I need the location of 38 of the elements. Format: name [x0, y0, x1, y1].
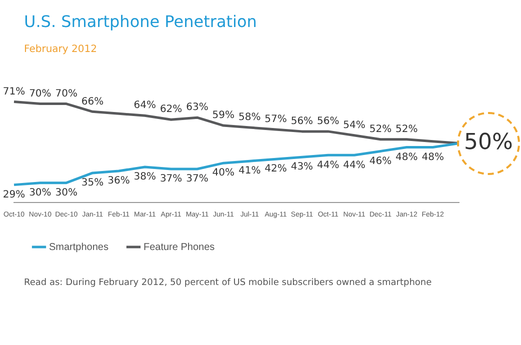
data-label: 37%: [160, 174, 182, 185]
data-label: 35%: [81, 178, 104, 189]
data-label: 44%: [317, 160, 340, 171]
data-label: 56%: [317, 116, 340, 128]
data-label: 42%: [264, 164, 287, 175]
data-label: 37%: [186, 174, 208, 185]
data-label: 38%: [134, 172, 156, 183]
data-label: 48%: [422, 152, 444, 163]
data-label: 70%: [55, 88, 78, 100]
annotation: 50%: [464, 130, 513, 156]
legend-label: Smartphones: [49, 242, 108, 253]
data-label: 29%: [2, 189, 26, 200]
data-label: 58%: [238, 112, 261, 124]
data-label: 64%: [134, 100, 156, 112]
chart-title: U.S. Smartphone Penetration: [24, 12, 257, 31]
data-label: 44%: [343, 160, 366, 171]
data-label: 57%: [264, 114, 287, 126]
data-label: 30%: [55, 187, 78, 198]
data-label: 62%: [160, 104, 182, 116]
data-label: 43%: [290, 162, 314, 173]
data-label: 52%: [369, 124, 392, 135]
data-label: 71%: [2, 86, 26, 98]
data-label: 54%: [343, 120, 366, 131]
data-label: 30%: [29, 187, 52, 198]
data-label: 63%: [186, 102, 208, 114]
chart-subtitle: February 2012: [24, 44, 97, 55]
data-label: 48%: [396, 152, 418, 163]
data-label: 70%: [29, 88, 52, 100]
legend-label: Feature Phones: [143, 242, 215, 253]
data-label: 56%: [290, 116, 314, 128]
data-label: 40%: [212, 168, 235, 179]
data-label: 36%: [108, 176, 130, 187]
data-label: 46%: [369, 156, 392, 167]
text: Read as: During February 2012, 50 percent of US mobile subscribers owned a smartphone: [24, 278, 432, 288]
data-label: 66%: [81, 96, 104, 108]
data-label: 59%: [212, 110, 235, 122]
data-label: 52%: [396, 124, 418, 135]
data-label: 41%: [238, 166, 261, 177]
